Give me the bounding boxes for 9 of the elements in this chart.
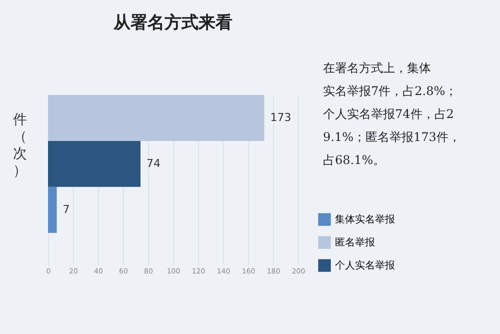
legend-label: 集体实名举报 bbox=[335, 214, 395, 226]
text: 在署名方式上，集体实名举报7件，占2.8%；个人实名举报74件，占29.1%；匿名举报173件，占68.1%。 bbox=[323, 61, 460, 167]
legend-label: 个人实名举报 bbox=[335, 260, 395, 272]
data-label: 74 bbox=[146, 156, 160, 170]
legend-label: 匿名举报 bbox=[335, 236, 375, 248]
data-label: 173 bbox=[270, 110, 292, 124]
y-axis-title: 件（次） bbox=[13, 112, 27, 179]
data-label: 7 bbox=[62, 202, 70, 216]
chart-title: 从署名方式来看 bbox=[112, 13, 232, 33]
